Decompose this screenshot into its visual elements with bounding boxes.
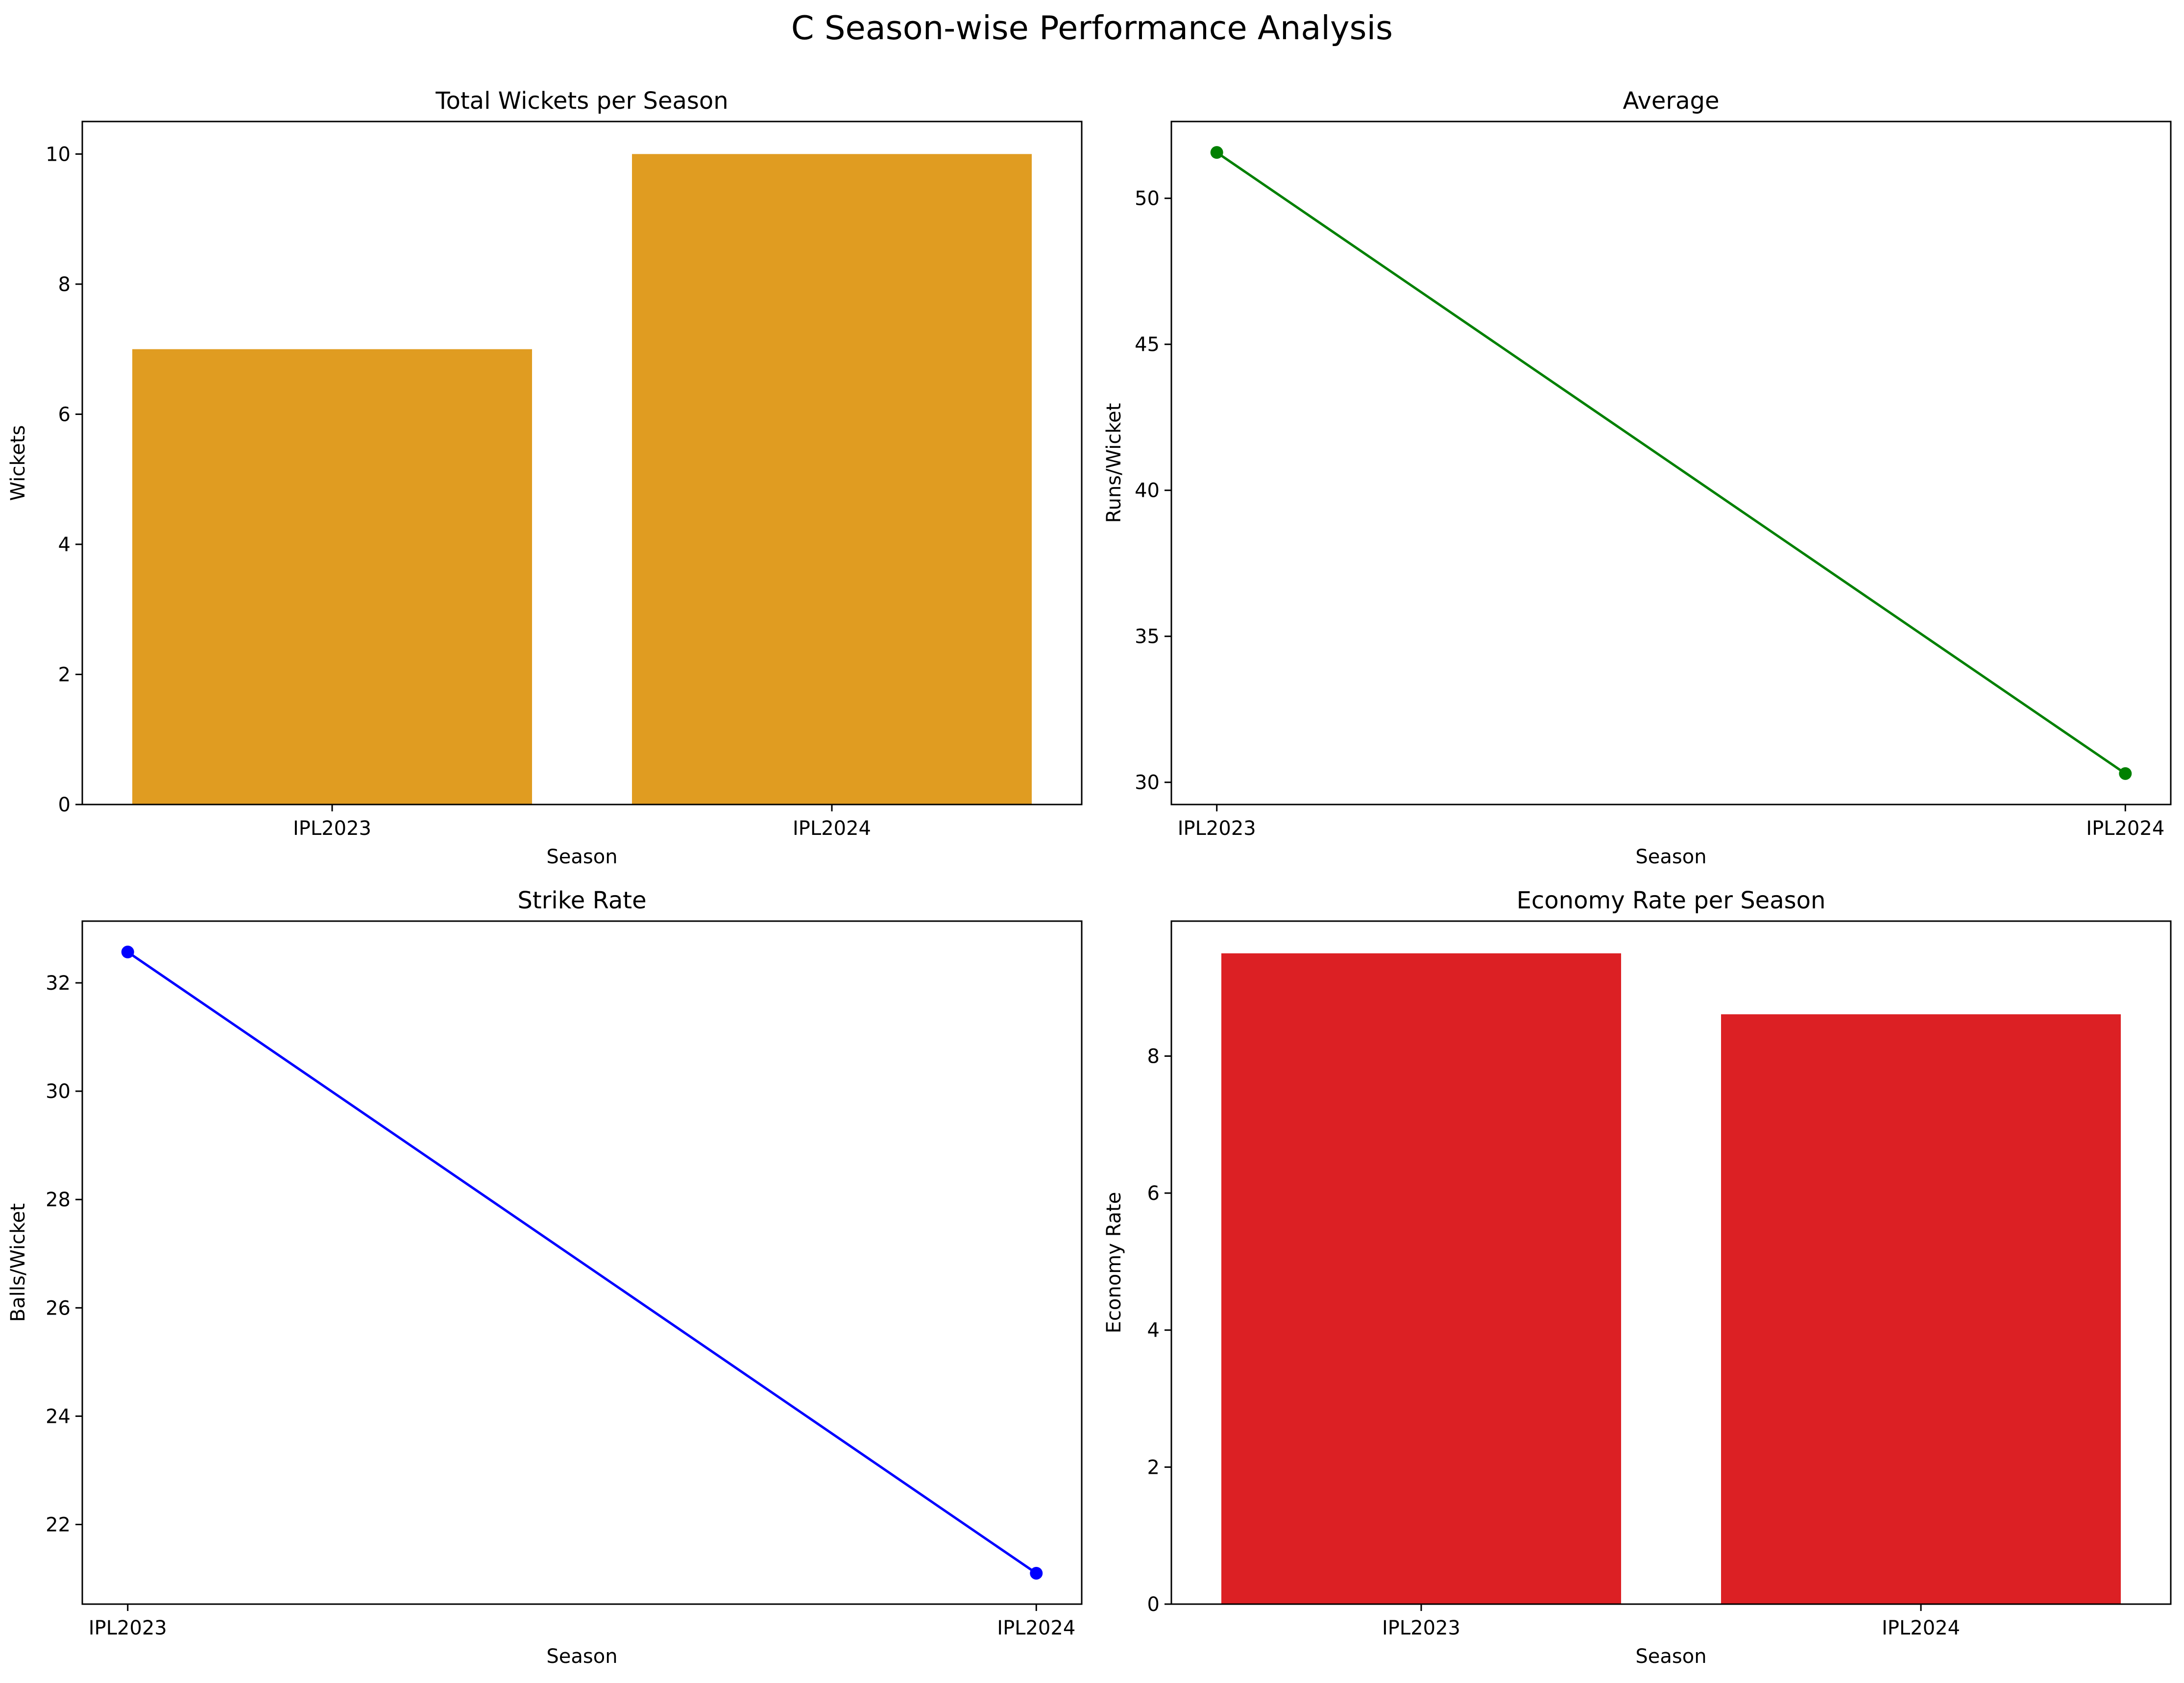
subplot-title: Strike Rate: [517, 887, 646, 914]
point-ipl2023: [1210, 146, 1223, 159]
x-axis-label: Season: [546, 846, 617, 868]
y-axis-label: Economy Rate: [1103, 1192, 1125, 1334]
bar-ipl2024: [632, 154, 1032, 805]
subplot-title: Average: [1623, 87, 1719, 115]
y-tick-label: 6: [1147, 1182, 1160, 1205]
y-tick-label: 6: [58, 403, 71, 426]
y-tick-label: 0: [1147, 1593, 1160, 1616]
y-tick-label: 40: [1135, 480, 1160, 502]
subplot-title: Economy Rate per Season: [1517, 887, 1826, 914]
axes-frame: [1170, 920, 2172, 1605]
x-tick-label: IPL2024: [997, 1617, 1075, 1639]
x-axis-label: Season: [1635, 846, 1706, 868]
y-tick-label: 4: [58, 534, 71, 556]
x-tick-label: IPL2024: [793, 817, 871, 840]
y-tick-label: 8: [58, 273, 71, 296]
point-ipl2024: [1030, 1566, 1043, 1580]
figure-title: C Season-wise Performance Analysis: [791, 9, 1393, 47]
x-tick-label: IPL2024: [2086, 817, 2164, 840]
x-axis-label: Season: [1635, 1645, 1706, 1668]
y-tick-label: 22: [46, 1513, 71, 1536]
bar-ipl2024: [1721, 1014, 2121, 1604]
point-ipl2023: [121, 946, 134, 959]
y-tick-label: 26: [46, 1297, 71, 1319]
x-axis-label: Season: [546, 1645, 617, 1668]
y-tick-label: 28: [46, 1189, 71, 1211]
y-tick-label: 32: [46, 972, 71, 995]
y-axis-label: Runs/Wicket: [1103, 403, 1125, 523]
point-ipl2024: [2119, 767, 2132, 780]
x-tick-label: IPL2023: [89, 1617, 167, 1639]
y-axis-label: Balls/Wicket: [7, 1203, 29, 1322]
y-tick-label: 24: [46, 1405, 71, 1428]
axes-frame: [81, 121, 1083, 805]
y-tick-label: 30: [1135, 772, 1160, 794]
y-tick-label: 8: [1147, 1045, 1160, 1068]
x-tick-label: IPL2023: [1178, 817, 1256, 840]
y-tick-label: 45: [1135, 334, 1160, 356]
subplot-3: 22 24 26 28 30 32 IPL2023 IPL2024 Strike Rate Sea…: [7, 887, 1083, 1668]
axes-frame: [1170, 121, 2172, 805]
series-line: [127, 951, 1037, 1575]
x-tick-label: IPL2023: [293, 817, 371, 840]
x-tick-label: IPL2023: [1382, 1617, 1460, 1639]
y-tick-label: 30: [46, 1080, 71, 1103]
y-tick-label: 35: [1135, 626, 1160, 648]
bar-ipl2023: [1221, 953, 1621, 1604]
y-tick-label: 2: [58, 663, 71, 686]
y-axis-label: Wickets: [7, 425, 29, 501]
y-tick-label: 10: [46, 143, 71, 166]
y-tick-label: 0: [58, 794, 71, 816]
series-line: [1216, 151, 2126, 775]
subplot-1: 0 2 4 6 8 10 IPL2023 IPL2024 Total Wickets per S…: [7, 87, 1083, 868]
bar-ipl2023: [132, 349, 532, 805]
y-tick-label: 2: [1147, 1456, 1160, 1479]
y-tick-label: 50: [1135, 188, 1160, 210]
subplot-4: 0 2 4 6 8 IPL2023 IPL2024 Economy Rate per Seas…: [1103, 887, 2172, 1668]
subplot-title: Total Wickets per Season: [435, 87, 728, 115]
x-tick-label: IPL2024: [1882, 1617, 1960, 1639]
subplot-2: 30 35 40 45 50 IPL2023 IPL2024 Average Season Run…: [1103, 87, 2172, 868]
axes-frame: [81, 920, 1083, 1605]
y-tick-label: 4: [1147, 1319, 1160, 1342]
